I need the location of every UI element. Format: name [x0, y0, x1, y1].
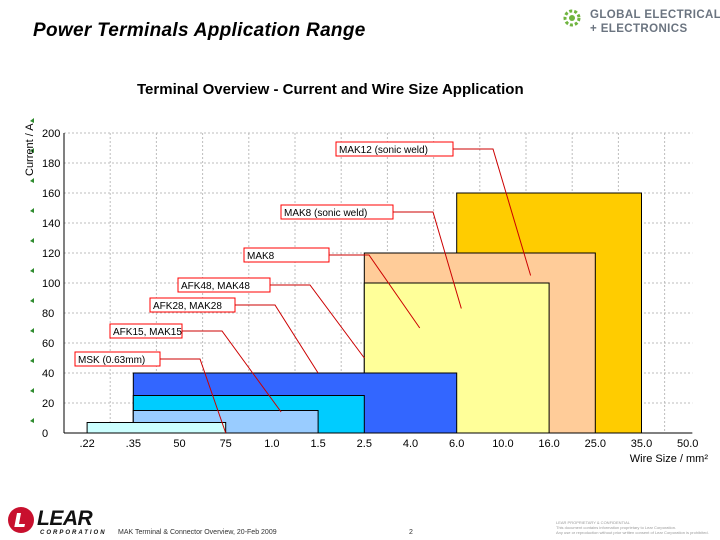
x-tick-label: 10.0 [492, 438, 513, 450]
callout-label: AFK28, MAK28 [153, 301, 222, 312]
y-tick-marker [30, 238, 34, 243]
brand-line-2: + ELECTRONICS [590, 23, 688, 35]
callout-leader [235, 304, 319, 374]
y-tick-marker [30, 298, 34, 303]
brand-name: GLOBAL ELECTRICAL + ELECTRONICS [590, 8, 720, 36]
callout-leader [160, 358, 227, 434]
y-tick-marker [30, 358, 34, 363]
series-area-6 [86, 422, 227, 434]
y-tick-label: 80 [42, 308, 54, 320]
y-tick-marker [30, 328, 34, 333]
footer-text: MAK Terminal & Connector Overview, 20-Fe… [118, 529, 277, 536]
y-tick-marker [30, 178, 34, 183]
callout-label: MAK8 [247, 251, 275, 262]
x-tick-label: 6.0 [449, 438, 464, 450]
callout-label: MAK8 (sonic weld) [284, 208, 367, 219]
x-tick-label: 1.0 [264, 438, 279, 450]
x-tick-label: 50.0 [677, 438, 698, 450]
callout-label: AFK48, MAK48 [181, 281, 250, 292]
x-tick-label: .35 [126, 438, 141, 450]
lear-logo: LEAR CORPORATION [6, 505, 116, 539]
confidential-line-3: Any use or reproduction without prior wr… [556, 530, 709, 535]
callout-leader [182, 330, 282, 413]
y-tick-label: 60 [42, 338, 54, 350]
y-tick-label: 120 [42, 248, 60, 260]
y-axis-label: Current / A [24, 123, 36, 176]
page-number: 2 [409, 529, 413, 536]
slide-title: Power Terminals Application Range [33, 20, 366, 41]
lear-wordmark: LEAR [37, 507, 93, 530]
confidentiality-notice: LEAR PROPRIETARY & CONFIDENTIAL This doc… [556, 520, 716, 535]
x-tick-label: 2.5 [357, 438, 372, 450]
x-tick-label: .22 [79, 438, 94, 450]
y-tick-marker [30, 118, 34, 123]
y-tick-label: 160 [42, 188, 60, 200]
lear-corporation: CORPORATION [40, 530, 107, 536]
y-tick-label: 140 [42, 218, 60, 230]
x-tick-label: 35.0 [631, 438, 652, 450]
callout-leader [329, 254, 421, 329]
brand-logo: GLOBAL ELECTRICAL + ELECTRONICS [562, 6, 720, 40]
y-tick-label: 200 [42, 128, 60, 140]
x-tick-label: 75 [220, 438, 232, 450]
x-tick-label: 4.0 [403, 438, 418, 450]
x-tick-label: 50 [173, 438, 185, 450]
y-tick-marker [30, 148, 34, 153]
y-tick-label: 0 [42, 428, 48, 440]
callout-label: MSK (0.63mm) [78, 355, 145, 366]
lear-emblem-icon [8, 507, 34, 533]
x-axis-label: Wire Size / mm² [630, 453, 709, 465]
y-tick-marker [30, 388, 34, 393]
y-tick-label: 100 [42, 278, 60, 290]
x-tick-label: 1.5 [310, 438, 325, 450]
gear-icon [563, 9, 581, 27]
x-tick-label: 25.0 [585, 438, 606, 450]
callout-leader [393, 211, 462, 309]
callout-leader [453, 148, 532, 276]
y-tick-label: 40 [42, 368, 54, 380]
callout-label: MAK12 (sonic weld) [339, 145, 428, 156]
y-tick-marker [30, 268, 34, 273]
y-tick-marker [30, 208, 34, 213]
y-tick-label: 180 [42, 158, 60, 170]
chart-title: Terminal Overview - Current and Wire Siz… [137, 81, 524, 98]
callout-label: AFK15, MAK15 [113, 327, 182, 338]
y-tick-marker [30, 418, 34, 423]
confidential-line-2: This document contains information propr… [556, 525, 677, 530]
y-tick-label: 20 [42, 398, 54, 410]
confidential-line-1: LEAR PROPRIETARY & CONFIDENTIAL [556, 520, 631, 525]
brand-line-1: GLOBAL ELECTRICAL [590, 9, 720, 21]
callout-leader [270, 284, 365, 359]
x-tick-label: 16.0 [538, 438, 559, 450]
